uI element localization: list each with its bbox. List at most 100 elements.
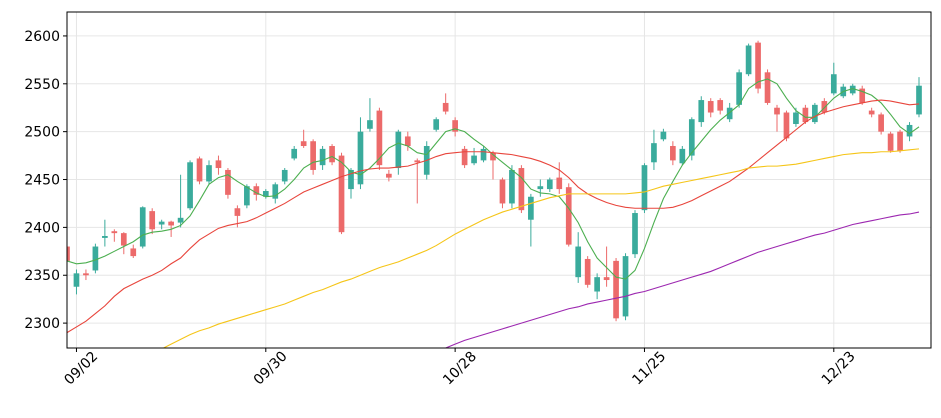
candle-body	[338, 155, 345, 233]
candle-body	[177, 217, 184, 223]
candle-body	[300, 141, 307, 147]
candle-body	[556, 177, 563, 190]
plot-area	[67, 40, 922, 348]
candle-body	[111, 231, 118, 234]
candle-body	[67, 246, 70, 261]
candle-body	[215, 160, 222, 169]
candle-body	[139, 207, 146, 247]
candle-body	[395, 131, 402, 169]
y-tick-label: 2400	[24, 220, 60, 236]
candle-body	[660, 131, 667, 140]
candle-body	[755, 42, 761, 89]
candle-body	[442, 102, 449, 112]
candle-body	[774, 107, 780, 115]
y-tick-label: 2600	[24, 29, 60, 45]
candle-body	[196, 158, 203, 182]
candle-body	[291, 148, 298, 159]
candle-body	[433, 119, 440, 130]
y-tick-label: 2350	[24, 268, 60, 284]
candle-body	[357, 131, 364, 185]
candle-body	[878, 114, 884, 132]
moving-average-line	[162, 148, 920, 348]
y-tick-label: 2450	[24, 173, 60, 189]
candle-body	[651, 143, 657, 163]
candle-body	[168, 221, 174, 226]
candle-body	[906, 124, 913, 137]
candle-body	[736, 72, 742, 105]
candle-body	[603, 277, 610, 281]
candle-body	[206, 165, 212, 182]
candle-body	[73, 273, 80, 287]
candle-body	[376, 110, 383, 166]
candle-body	[764, 72, 771, 103]
candle-body	[688, 119, 695, 156]
candle-body	[632, 213, 638, 255]
candle-body	[158, 221, 165, 225]
candle-body	[821, 101, 828, 113]
y-tick-label: 2550	[24, 77, 60, 93]
candle-body	[916, 85, 922, 115]
candle-body	[120, 233, 127, 246]
candle-body	[812, 104, 818, 123]
candle-body	[130, 248, 137, 257]
candle-body	[490, 152, 496, 161]
candle-body	[849, 85, 856, 94]
candle-body	[244, 186, 250, 206]
candle-body	[717, 100, 724, 111]
candle-body	[546, 179, 553, 190]
candle-body	[234, 208, 241, 216]
candle-body	[367, 120, 373, 129]
candle-body	[679, 148, 686, 164]
candle-body	[310, 141, 316, 170]
candle-body	[281, 169, 288, 182]
candle-body	[92, 246, 99, 271]
y-tick-label: 2500	[24, 125, 60, 141]
candle-body	[102, 236, 108, 238]
candle-body	[509, 169, 515, 204]
candle-body	[565, 187, 572, 245]
candle-body	[584, 258, 591, 285]
candle-body	[404, 136, 411, 147]
candle-body	[537, 186, 544, 190]
candle-body	[670, 146, 676, 161]
candle-body	[783, 112, 790, 139]
candle-body	[575, 246, 582, 278]
candle-body	[471, 155, 477, 164]
candle-body	[225, 169, 231, 195]
candle-body	[868, 110, 875, 115]
candle-body	[528, 196, 534, 220]
candle-body	[253, 186, 260, 195]
candle-body	[802, 107, 809, 123]
candle-body	[793, 112, 799, 124]
candle-body	[414, 160, 421, 163]
candle-body	[641, 165, 648, 211]
moving-average-line	[67, 78, 920, 280]
candle-body	[518, 168, 525, 211]
candle-body	[461, 148, 468, 166]
candle-body	[272, 184, 279, 199]
candle-body	[859, 88, 866, 103]
candle-body	[499, 179, 506, 204]
candle-body	[745, 45, 752, 75]
y-tick-label: 2300	[24, 316, 60, 332]
candle-body	[452, 120, 458, 132]
candle-body	[319, 148, 326, 166]
moving-average-line	[445, 211, 920, 348]
candle-body	[698, 100, 705, 123]
candle-body	[386, 173, 392, 178]
candle-body	[726, 107, 733, 120]
candle-body	[707, 101, 714, 113]
candle-body	[187, 162, 193, 209]
candle-body	[348, 169, 354, 190]
candle-body	[480, 148, 487, 161]
candle-body	[83, 273, 89, 276]
candle-body	[830, 74, 837, 94]
candle-body	[622, 256, 629, 317]
candle-body	[887, 133, 894, 151]
candle-body	[149, 211, 156, 230]
candle-body	[329, 146, 335, 163]
moving-average-line	[67, 99, 920, 334]
candle-body	[897, 131, 903, 151]
candle-body	[613, 260, 619, 319]
